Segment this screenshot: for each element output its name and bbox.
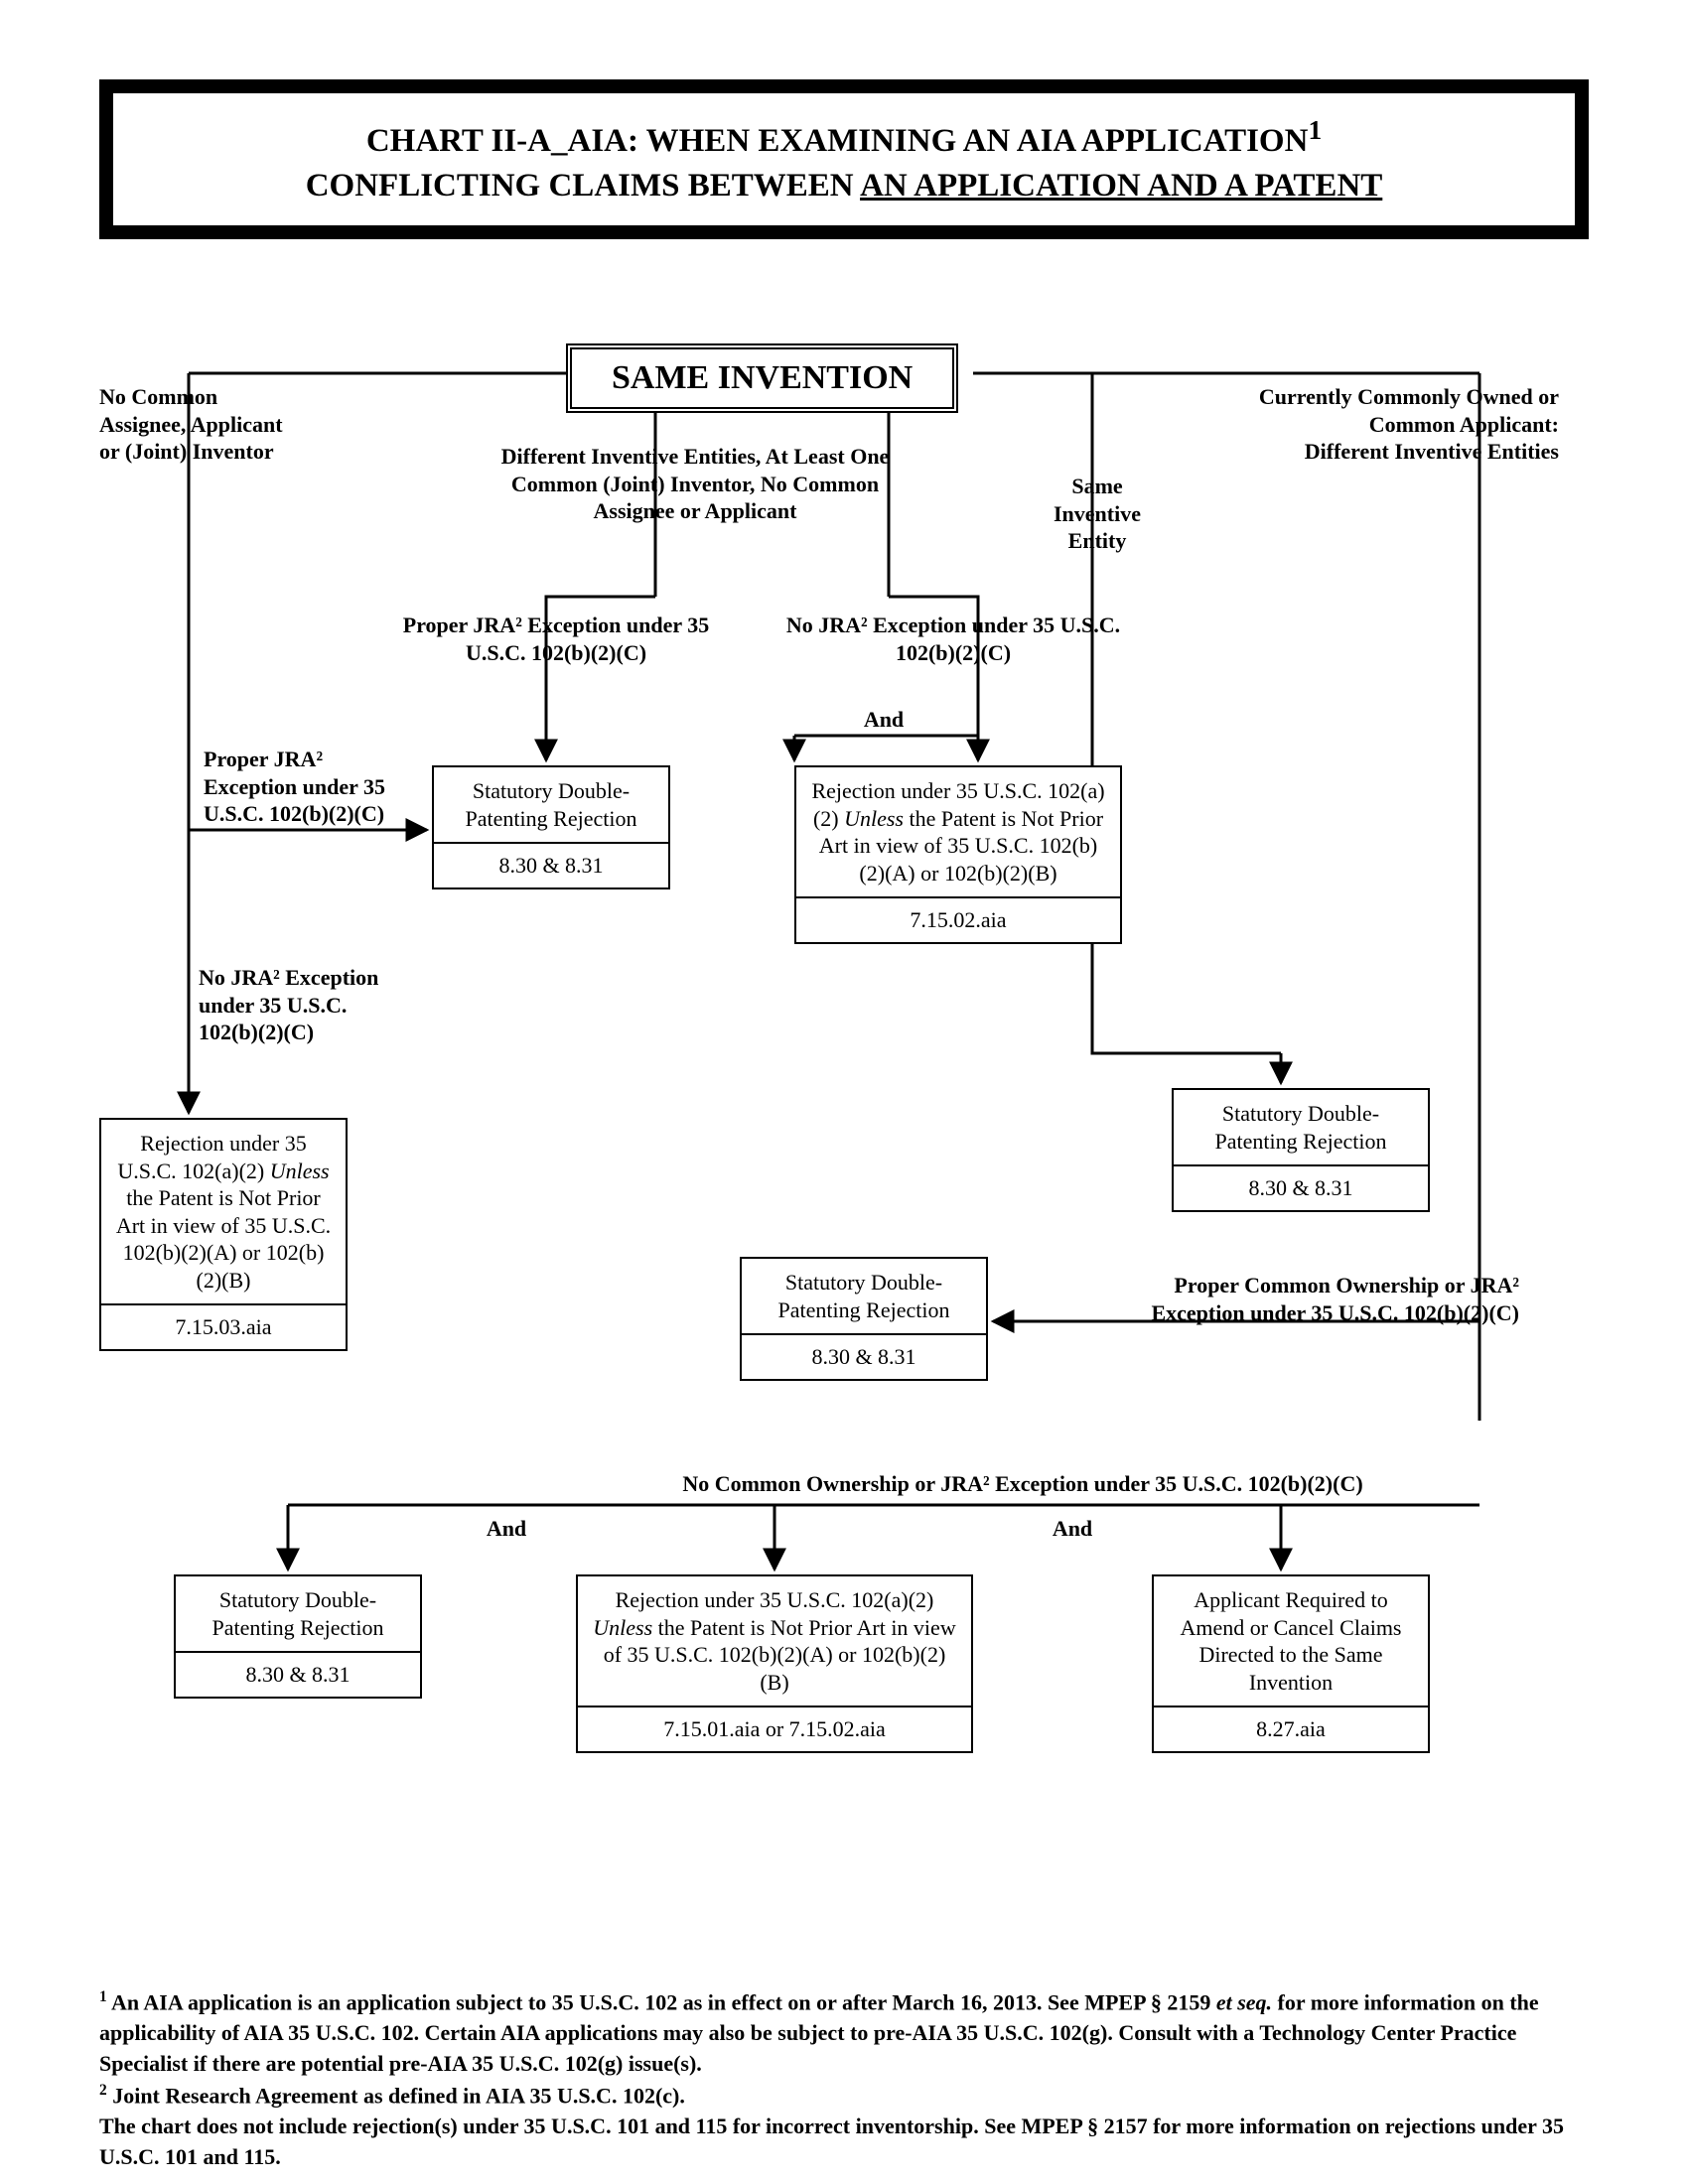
label-no-jra-center: No JRA² Exception under 35 U.S.C. 102(b)… [784,612,1122,666]
footnote-1: 1 An AIA application is an application s… [99,1986,1589,2080]
title-sup1: 1 [1308,114,1322,145]
same-invention-label: SAME INVENTION [612,359,913,396]
label-and-br: And [1033,1515,1112,1543]
label-diff-entities: Different Inventive Entities, At Least O… [496,443,894,525]
flowchart: SAME INVENTION No Common Assignee, Appli… [99,289,1589,1957]
node-sdp-mid: Statutory Double-Patenting Rejection 8.3… [740,1257,988,1381]
label-no-jra-left: No JRA² Exception under 35 U.S.C. 102(b)… [199,964,397,1046]
title-frame: CHART II-A_AIA: WHEN EXAMINING AN AIA AP… [99,79,1589,239]
node-rej-top: Rejection under 35 U.S.C. 102(a)(2) Unle… [794,765,1122,944]
label-and-bl: And [467,1515,546,1543]
node-amend-br: Applicant Required to Amend or Cancel Cl… [1152,1574,1430,1753]
footnotes: 1 An AIA application is an application s… [99,1986,1589,2172]
footnote-3: The chart does not include rejection(s) … [99,2112,1589,2173]
title-line2-prefix: CONFLICTING CLAIMS BETWEEN [306,168,860,204]
node-same-invention: SAME INVENTION [566,343,958,413]
label-no-common: No Common Assignee, Applicant or (Joint)… [99,383,288,466]
node-sdp-bl: Statutory Double-Patenting Rejection 8.3… [174,1574,422,1699]
label-no-common-ownership: No Common Ownership or JRA² Exception un… [576,1470,1470,1498]
title-line2-underlined: AN APPLICATION AND A PATENT [860,168,1382,204]
title-line1: CHART II-A_AIA: WHEN EXAMINING AN AIA AP… [366,123,1309,159]
node-sdp-top: Statutory Double-Patenting Rejection 8.3… [432,765,670,889]
label-proper-jra-center: Proper JRA² Exception under 35 U.S.C. 10… [397,612,715,666]
page: CHART II-A_AIA: WHEN EXAMINING AN AIA AP… [0,0,1688,2184]
label-and-top: And [844,706,923,734]
node-rej-left: Rejection under 35 U.S.C. 102(a)(2) Unle… [99,1118,348,1351]
label-currently-owned: Currently Commonly Owned or Common Appli… [1241,383,1559,466]
footnote-2: 2 Joint Research Agreement as defined in… [99,2080,1589,2112]
node-rej-bm: Rejection under 35 U.S.C. 102(a)(2) Unle… [576,1574,973,1753]
label-same-entity: Same Inventive Entity [1033,473,1162,555]
label-proper-jra-left: Proper JRA² Exception under 35 U.S.C. 10… [204,746,392,828]
label-common-ownership: Proper Common Ownership or JRA² Exceptio… [1092,1272,1519,1326]
node-sdp-right: Statutory Double-Patenting Rejection 8.3… [1172,1088,1430,1212]
